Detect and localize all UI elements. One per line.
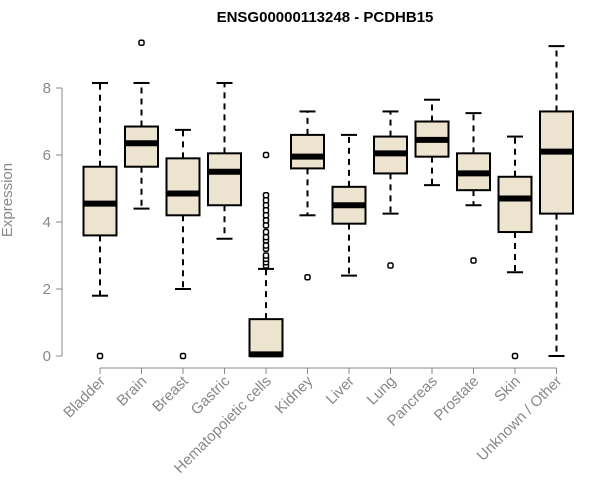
- outlier-point: [262, 212, 270, 219]
- outlier-point: [262, 207, 270, 214]
- box-hematopoietic-cells: [248, 151, 284, 358]
- outlier-point: [262, 217, 270, 224]
- outlier-point: [470, 257, 477, 264]
- box-iqr: [539, 110, 574, 215]
- x-tick-label: Lung: [364, 373, 400, 409]
- x-tick-label: Kidney: [272, 372, 317, 417]
- outlier-point: [262, 191, 270, 199]
- x-tick-label: Brain: [114, 373, 151, 410]
- box-iqr: [497, 175, 533, 234]
- box-iqr: [290, 133, 325, 170]
- box-iqr: [207, 152, 242, 207]
- x-tick-label: Bladder: [60, 373, 109, 422]
- y-tick-label: 2: [43, 281, 51, 298]
- outlier-point: [262, 196, 270, 204]
- boxes-group: [82, 39, 574, 360]
- chart-title: ENSG00000113248 - PCDHB15: [217, 9, 434, 26]
- x-tick-label: Liver: [323, 373, 358, 408]
- box-prostate: [456, 112, 491, 264]
- box-skin: [497, 135, 533, 360]
- box-breast: [165, 128, 201, 360]
- outlier-point: [511, 352, 519, 360]
- outlier-point: [262, 242, 270, 249]
- y-tick-label: 6: [43, 147, 51, 164]
- y-tick-label: 4: [43, 214, 51, 231]
- outlier-point: [96, 352, 104, 360]
- y-tick-label: 8: [43, 80, 51, 97]
- outlier-point: [304, 274, 311, 281]
- outlier-point: [262, 252, 270, 259]
- box-liver: [331, 133, 367, 277]
- outlier-point: [262, 233, 270, 241]
- box-iqr: [124, 125, 159, 168]
- box-kidney: [290, 110, 325, 281]
- box-bladder: [82, 81, 118, 360]
- outlier-point: [262, 222, 270, 229]
- box-iqr: [165, 157, 201, 217]
- outlier-point: [138, 39, 145, 47]
- box-pancreas: [414, 98, 450, 187]
- outlier-point: [262, 151, 270, 159]
- outlier-point: [387, 262, 394, 269]
- box-gastric: [207, 81, 242, 240]
- box-unknown-other: [539, 45, 574, 357]
- x-tick-label: Breast: [149, 372, 192, 415]
- y-tick-label: 0: [43, 348, 51, 365]
- box-iqr: [248, 318, 284, 357]
- box-brain: [124, 39, 159, 210]
- x-tick-label: Prostate: [431, 373, 483, 425]
- outlier-point: [179, 352, 187, 360]
- box-lung: [373, 110, 408, 269]
- y-axis-label: Expression: [0, 163, 16, 237]
- y-axis: 0 2 4 6 8: [43, 80, 63, 365]
- outlier-point: [262, 202, 270, 209]
- x-tick-label: Skin: [491, 373, 524, 406]
- outlier-point: [262, 228, 270, 236]
